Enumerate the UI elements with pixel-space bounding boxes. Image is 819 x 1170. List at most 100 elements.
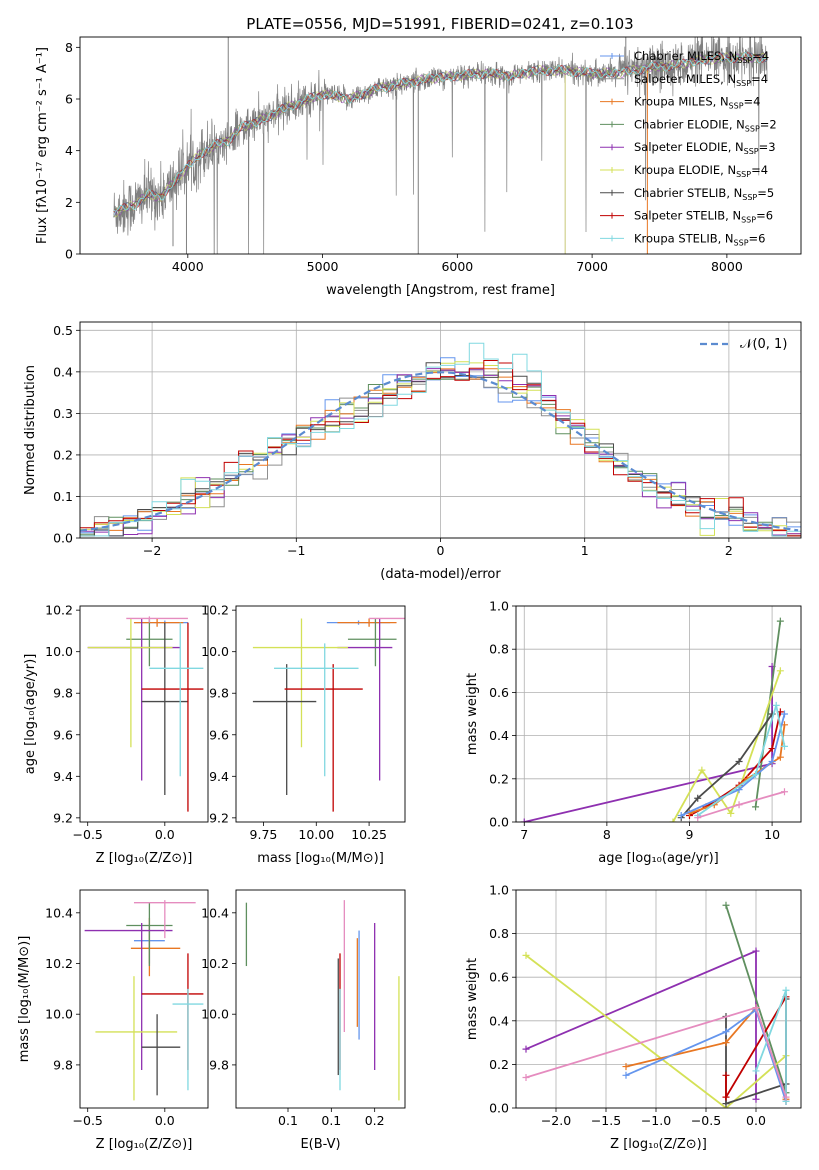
weight-line [680, 713, 773, 819]
y-tick-label: 9.8 [53, 1057, 73, 1072]
y-tick-label: 10.2 [201, 956, 229, 971]
weight-line [689, 724, 786, 815]
x-axis-label: Z [log₁₀(Z/Z⊙)] [96, 1137, 193, 1152]
normal-curve [80, 371, 799, 532]
x-tick-label: −2 [143, 543, 161, 558]
weight-marker [768, 745, 776, 753]
y-tick-label: 10.4 [201, 905, 229, 920]
legend-entry: Salpeter MILES, NSSP=4 [634, 72, 768, 88]
residual-histogram-step [80, 342, 801, 537]
y-tick-label: 0.4 [489, 1013, 509, 1028]
x-tick-label: 10 [764, 827, 780, 842]
y-tick-label: 9.8 [209, 686, 229, 701]
y-tick-label: 6 [65, 92, 73, 107]
legend: Chabrier MILES, NSSP=4 Salpeter MILES, NS… [600, 49, 777, 247]
weight-marker [780, 710, 788, 718]
weight-marker [752, 947, 760, 955]
y-tick-label: 0.0 [53, 531, 73, 546]
weight-marker [722, 1071, 730, 1079]
y-tick-label: 0.3 [53, 406, 73, 421]
chart-spectrum: 4000 5000 6000 7000 8000 0 2 4 6 8 wavelength [Ang… [35, 37, 777, 298]
legend-entry: Kroupa ELODIE, NSSP=4 [634, 163, 768, 179]
model-line [113, 52, 768, 214]
y-tick-label: 0.1 [53, 489, 73, 504]
plot-area [113, 37, 768, 254]
model-line [113, 52, 768, 212]
plot-area [245, 900, 400, 1101]
y-axis-label: mass [log₁₀(M/M⊙)] [17, 936, 32, 1063]
x-tick-label: 0.0 [746, 1113, 766, 1128]
x-tick-label: 0.0 [155, 827, 175, 842]
weight-marker [722, 1093, 730, 1101]
y-tick-label: 9.2 [53, 810, 73, 825]
weight-marker [727, 809, 735, 817]
y-tick-label: 10.0 [201, 644, 229, 659]
weight-marker [698, 766, 706, 774]
y-tick-label: 8 [65, 40, 73, 55]
y-tick-label: 10.0 [45, 644, 73, 659]
y-tick-label: 0.2 [489, 771, 509, 786]
x-tick-label: 10.00 [298, 827, 334, 842]
x-axis-label: age [log₁₀(age/yr)] [598, 851, 719, 866]
legend-entry: Chabrier MILES, NSSP=4 [634, 49, 769, 65]
y-tick-label: 9.8 [53, 686, 73, 701]
x-tick-label: 2 [725, 543, 733, 558]
legend-entry: Salpeter STELIB, NSSP=6 [634, 209, 773, 225]
weight-marker [522, 951, 530, 959]
x-tick-label: 0.1 [321, 1113, 341, 1128]
weight-line [672, 670, 782, 822]
weight-marker [694, 794, 702, 802]
weight-marker [694, 814, 702, 822]
y-tick-label: 9.2 [209, 810, 229, 825]
legend-entry: Kroupa STELIB, NSSP=6 [634, 231, 765, 247]
y-tick-label: 0.2 [489, 1057, 509, 1072]
grid [80, 322, 801, 539]
weight-marker [735, 801, 743, 809]
weight-marker [780, 788, 788, 796]
chart-age_vs_mass: 9.75 10.00 10.25 9.2 9.4 9.6 9.8 10.0 10.2 mass [… [201, 603, 405, 866]
weight-marker [522, 1045, 530, 1053]
x-axis-label: (data-model)/error [380, 567, 501, 582]
weight-line [725, 905, 787, 1093]
x-tick-label: −1.5 [591, 1113, 621, 1128]
plot-area [80, 342, 801, 537]
model-line [113, 52, 768, 218]
weight-line [525, 954, 787, 1108]
x-tick-label: 0 [437, 543, 445, 558]
plot-area [522, 901, 790, 1108]
x-tick-label: 9 [686, 827, 694, 842]
weight-marker [520, 818, 528, 822]
x-tick-label: 4000 [172, 259, 204, 274]
x-tick-label: 8 [603, 827, 611, 842]
x-tick-label: 5000 [307, 259, 339, 274]
x-tick-label: 6000 [441, 259, 473, 274]
model-line [113, 52, 768, 218]
y-tick-label: 9.4 [209, 769, 229, 784]
chart-mass_vs_Z: −0.5 0.0 9.8 10.0 10.2 10.4 Z [log₁₀(Z/Z⊙)] mas… [17, 900, 204, 1152]
plot-area [520, 617, 788, 822]
weight-marker [776, 667, 784, 675]
y-tick-label: 0.4 [489, 728, 509, 743]
y-tick-label: 9.6 [209, 727, 229, 742]
y-axis-label: mass weight [465, 958, 480, 1040]
chart-mass_vs_EBV: 0.1 0.1 0.2 9.8 10.0 10.2 10.4 E(B-V) [201, 900, 400, 1152]
x-tick-label: −2.0 [541, 1113, 571, 1128]
weight-marker [752, 1004, 760, 1012]
weight-line [754, 620, 782, 808]
weight-marker [669, 818, 677, 822]
y-tick-label: 10.0 [201, 1007, 229, 1022]
legend-entry: Salpeter ELODIE, NSSP=3 [634, 140, 776, 156]
x-tick-label: 0.2 [365, 1113, 385, 1128]
weight-marker [722, 1028, 730, 1036]
y-tick-label: 0.8 [489, 642, 509, 657]
weight-marker [776, 753, 784, 761]
weight-marker [677, 812, 685, 820]
weight-marker [722, 1039, 730, 1047]
x-tick-label: 9.75 [250, 827, 278, 842]
weight-marker [782, 1093, 790, 1101]
x-tick-label: −0.5 [73, 827, 103, 842]
weight-marker [622, 1071, 630, 1079]
legend-entry: Chabrier ELODIE, NSSP=2 [634, 117, 777, 133]
x-tick-label: 1 [581, 543, 589, 558]
